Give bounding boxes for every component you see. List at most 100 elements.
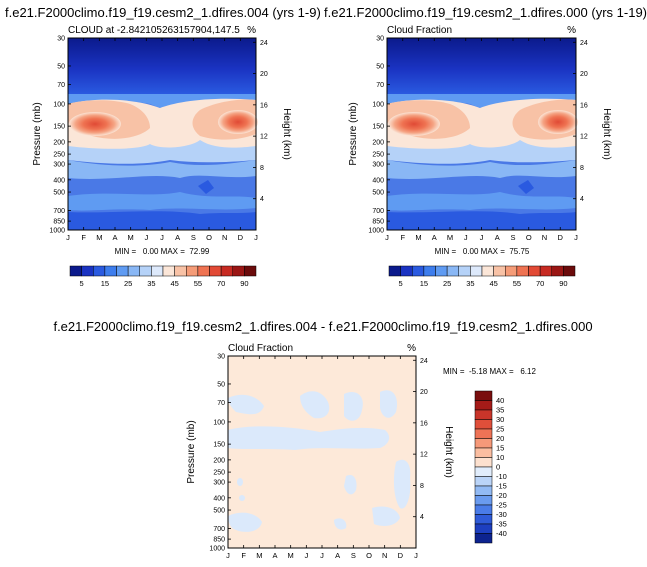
colorbar-label: 25 [443, 279, 451, 288]
pressure-tick-label: 150 [213, 442, 225, 449]
month-tick-label: A [335, 551, 340, 560]
pressure-tick-label: 200 [372, 139, 384, 146]
month-tick-label: M [96, 233, 102, 242]
month-tick-label: D [238, 233, 244, 242]
colorbar-label: 35 [496, 406, 504, 415]
colorbar-swatch [474, 476, 493, 487]
pressure-tick-label: 300 [372, 162, 384, 169]
panel-3-neg-region-2 [300, 391, 330, 419]
month-tick-label: M [256, 551, 262, 560]
height-tick-label: 20 [260, 71, 268, 78]
panel-1: f.e21.F2000climo.f19_f19.cesm2_1.dfires.… [5, 5, 321, 288]
colorbar-swatch [244, 265, 257, 277]
month-tick-label: O [206, 233, 212, 242]
colorbar-swatch [69, 265, 82, 277]
colorbar-label: 90 [240, 279, 248, 288]
pressure-tick-label: 1000 [49, 228, 65, 235]
colorbar-swatch [474, 466, 493, 477]
panel-1-right-cloud-core [218, 110, 258, 134]
colorbar-label: 20 [496, 434, 504, 443]
pressure-tick-label: 500 [213, 508, 225, 515]
panel-3-neg-region-9 [372, 506, 400, 526]
panel-2-midlevel-band [387, 140, 576, 164]
panel-3-neg-region-5 [380, 390, 398, 418]
panel-2-left-label: Cloud Fraction [387, 25, 452, 36]
colorbar-label: -40 [496, 529, 507, 538]
pressure-tick-label: 70 [376, 82, 384, 89]
panel-2-pressure-ticks: 30 50 70 100 150 200 250 300 400 500 700 850 1000 [368, 36, 390, 235]
colorbar-swatch [151, 265, 164, 277]
pressure-tick-label: 70 [217, 400, 225, 407]
panel-3-neg-region-8 [228, 512, 262, 532]
colorbar-swatch [470, 265, 483, 277]
colorbar-swatch [139, 265, 152, 277]
panel-2-height-ticks: 24 20 16 12 8 4 [573, 40, 588, 203]
height-tick-label: 16 [580, 102, 588, 109]
colorbar-swatch [209, 265, 222, 277]
panel-2-surface-band [387, 211, 576, 230]
panel-3-min-max: MIN = -5.18 MAX = 6.12 [443, 367, 536, 376]
month-tick-label: J [385, 233, 389, 242]
panel-3-plot-area [227, 355, 417, 549]
month-tick-label: F [241, 551, 246, 560]
height-tick-label: 24 [260, 40, 268, 47]
panel-2-low-cloud-band [387, 192, 576, 211]
panel-2-title: f.e21.F2000climo.f19_f19.cesm2_1.dfires.… [324, 5, 647, 20]
pressure-tick-label: 400 [53, 177, 65, 184]
height-tick-label: 4 [420, 514, 424, 521]
colorbar-label: 40 [496, 396, 504, 405]
panel-2-y-axis-label: Pressure (mb) [348, 102, 359, 165]
pressure-tick-label: 100 [213, 419, 225, 426]
pressure-tick-label: 850 [213, 537, 225, 544]
pressure-tick-label: 500 [372, 190, 384, 197]
month-tick-label: J [304, 551, 308, 560]
colorbar-label: 70 [536, 279, 544, 288]
panel-3-neg-region-10 [334, 518, 347, 530]
pressure-tick-label: 50 [57, 63, 65, 70]
panel-3-neg-region-7 [344, 474, 357, 495]
height-tick-label: 20 [580, 71, 588, 78]
panel-1-low-cloud-band [68, 192, 256, 211]
pressure-tick-label: 250 [53, 152, 65, 159]
pressure-tick-label: 70 [57, 82, 65, 89]
panel-3-right-axis-label: Height (km) [443, 426, 454, 478]
panel-3-pressure-ticks: 30 50 70 100 150 200 250 300 400 500 700 850 1000 [209, 354, 231, 553]
colorbar-swatch [423, 265, 436, 277]
colorbar-swatch [563, 265, 576, 277]
colorbar-label: -30 [496, 510, 507, 519]
panel-3-neg-region-3 [228, 426, 390, 450]
panel-3-neg-region-11 [237, 478, 243, 486]
pressure-tick-label: 150 [372, 124, 384, 131]
pressure-tick-label: 150 [53, 124, 65, 131]
pressure-tick-label: 250 [213, 470, 225, 477]
colorbar-label: 45 [170, 279, 178, 288]
panel-2-midlevel-band-2 [387, 160, 576, 179]
height-tick-label: 24 [420, 358, 428, 365]
colorbar-swatch [474, 438, 493, 449]
pressure-tick-label: 100 [53, 101, 65, 108]
colorbar-swatch [474, 514, 493, 525]
month-tick-label: M [447, 233, 453, 242]
colorbar-label: 10 [496, 453, 504, 462]
colorbar-swatch [232, 265, 245, 277]
colorbar-label: 25 [496, 425, 504, 434]
month-tick-label: J [574, 233, 578, 242]
panel-1-diamond-feature [198, 180, 214, 194]
height-tick-label: 16 [260, 102, 268, 109]
panel-1-right-label: % [247, 25, 256, 36]
colorbar-swatch [220, 265, 233, 277]
panel-2-min-max: MIN = 0.00 MAX = 75.75 [435, 247, 530, 256]
panel-2-colorbar: 5 15 25 35 45 55 70 90 [388, 265, 576, 288]
panel-1-plot-area [67, 37, 258, 231]
month-tick-label: A [432, 233, 437, 242]
pressure-tick-label: 30 [57, 36, 65, 43]
month-tick-label: M [288, 551, 294, 560]
colorbar-swatch [505, 265, 518, 277]
colorbar-swatch [474, 457, 493, 468]
colorbar-label: 45 [489, 279, 497, 288]
colorbar-label: 35 [466, 279, 474, 288]
month-tick-label: F [400, 233, 405, 242]
